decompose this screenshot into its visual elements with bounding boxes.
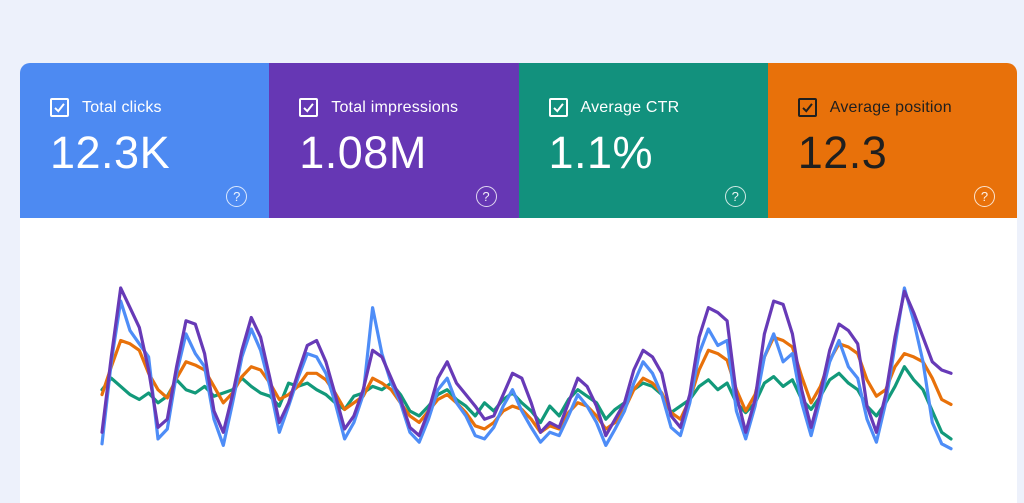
help-icon[interactable]: ? — [974, 186, 995, 207]
checkbox-checked-icon[interactable] — [548, 98, 568, 117]
help-icon[interactable]: ? — [724, 186, 746, 207]
chart-line-average-ctr — [100, 365, 953, 441]
checkbox-checked-icon[interactable] — [50, 98, 69, 117]
chart-line-total-impressions — [100, 286, 953, 438]
metric-label: Average position — [829, 98, 952, 116]
metric-card-header: Total impressions — [299, 98, 518, 117]
help-icon[interactable]: ? — [475, 186, 497, 207]
chart-panel — [20, 218, 1017, 503]
performance-line-chart — [100, 286, 953, 451]
metric-label: Total impressions — [331, 98, 459, 116]
metric-label: Average CTR — [580, 98, 680, 116]
metric-card-total-clicks[interactable]: Total clicks 12.3K ? — [20, 63, 270, 218]
checkbox-checked-icon[interactable] — [797, 98, 817, 117]
metric-value: 12.3K — [50, 127, 171, 178]
metric-card-average-ctr[interactable]: Average CTR 1.1% ? — [518, 63, 768, 218]
metric-card-header: Average position — [797, 98, 1017, 117]
help-icon[interactable]: ? — [226, 186, 248, 207]
metric-card-header: Total clicks — [50, 98, 269, 117]
checkbox-checked-icon[interactable] — [299, 98, 319, 117]
metric-cards-row: Total clicks 12.3K ? Total impressions 1… — [20, 63, 1017, 218]
metric-label: Total clicks — [82, 98, 162, 116]
metric-card-header: Average CTR — [548, 98, 768, 117]
metric-value: 1.08M — [299, 127, 427, 178]
chart-line-average-position — [100, 335, 953, 434]
metric-value: 12.3 — [797, 127, 888, 178]
metric-value: 1.1% — [548, 127, 654, 178]
metric-card-total-impressions[interactable]: Total impressions 1.08M ? — [269, 63, 519, 218]
chart-line-total-clicks — [100, 286, 953, 451]
metric-card-average-position[interactable]: Average position 12.3 ? — [767, 63, 1017, 218]
